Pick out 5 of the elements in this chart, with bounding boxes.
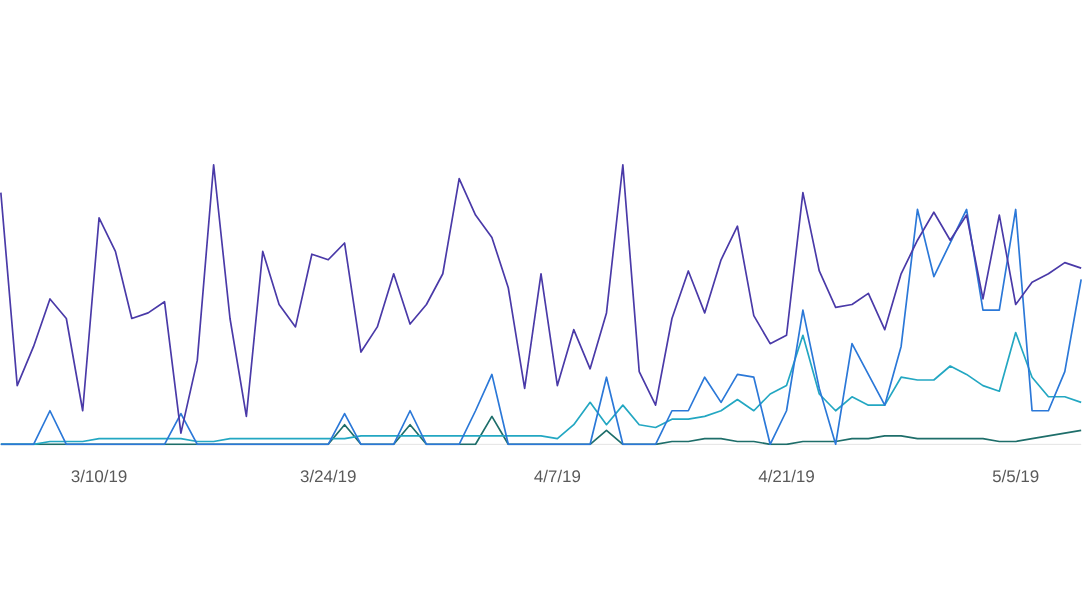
x-tick-label: 4/21/19 [758,469,814,483]
x-tick-label: 4/7/19 [534,469,581,483]
x-tick-label: 5/5/19 [992,469,1039,483]
x-tick-label: 3/24/19 [300,469,356,483]
x-tick-label: 3/10/19 [71,469,127,483]
